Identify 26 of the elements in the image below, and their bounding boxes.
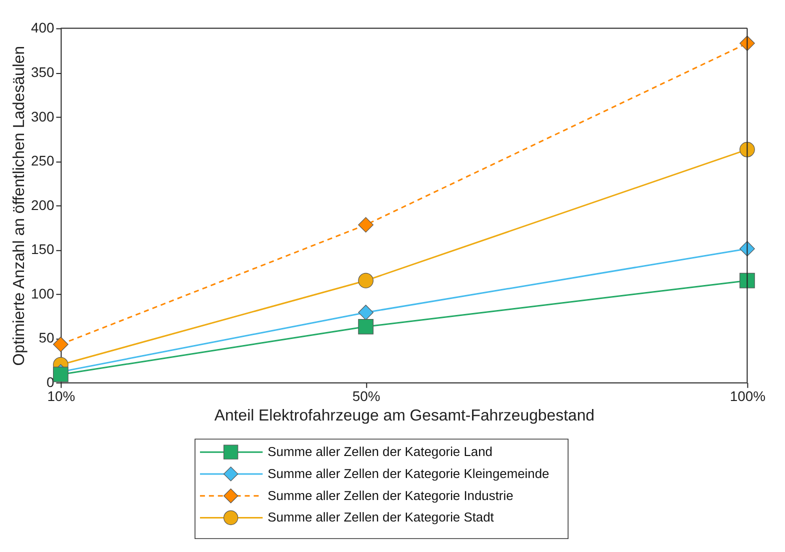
y-tick-label: 50: [38, 330, 54, 346]
point: [358, 304, 374, 320]
x-tick-label: 50%: [352, 388, 380, 404]
y-tick-label: 350: [31, 64, 54, 80]
y-tick-label: 0: [46, 374, 54, 390]
y-tick-label: 400: [31, 20, 54, 36]
point: [53, 336, 68, 352]
point: [358, 318, 374, 334]
y-tick-label: 200: [31, 196, 54, 213]
point: [358, 217, 374, 232]
point: [740, 272, 755, 288]
legend-label: Summe aller Zellen der Kategorie Kleingemeinde: [268, 466, 550, 481]
y-tick-label: 250: [31, 152, 54, 169]
legend-label: Summe aller Zellen der Kategorie Land: [268, 444, 492, 460]
legend-label: Summe aller Zellen der Kategorie Stadt: [268, 510, 494, 525]
y-tick-label: 100: [31, 285, 54, 302]
point: [358, 272, 374, 288]
x-tick-label: 100%: [730, 388, 766, 404]
x-tick-label: 10%: [47, 388, 76, 404]
legend-label: Summe aller Zellen der Kategorie Industrie: [268, 488, 514, 503]
point: [740, 142, 755, 158]
y-tick-label: 150: [31, 241, 54, 258]
y-axis-title: Optimierte Anzahl an öffentlichen Ladesäulen: [11, 46, 28, 366]
x-axis-title: Anteil Elektrofahrzeuge am Gesamt-Fahrzeugbestand: [214, 408, 595, 425]
point: [53, 366, 68, 382]
y-tick-label: 300: [31, 108, 54, 124]
